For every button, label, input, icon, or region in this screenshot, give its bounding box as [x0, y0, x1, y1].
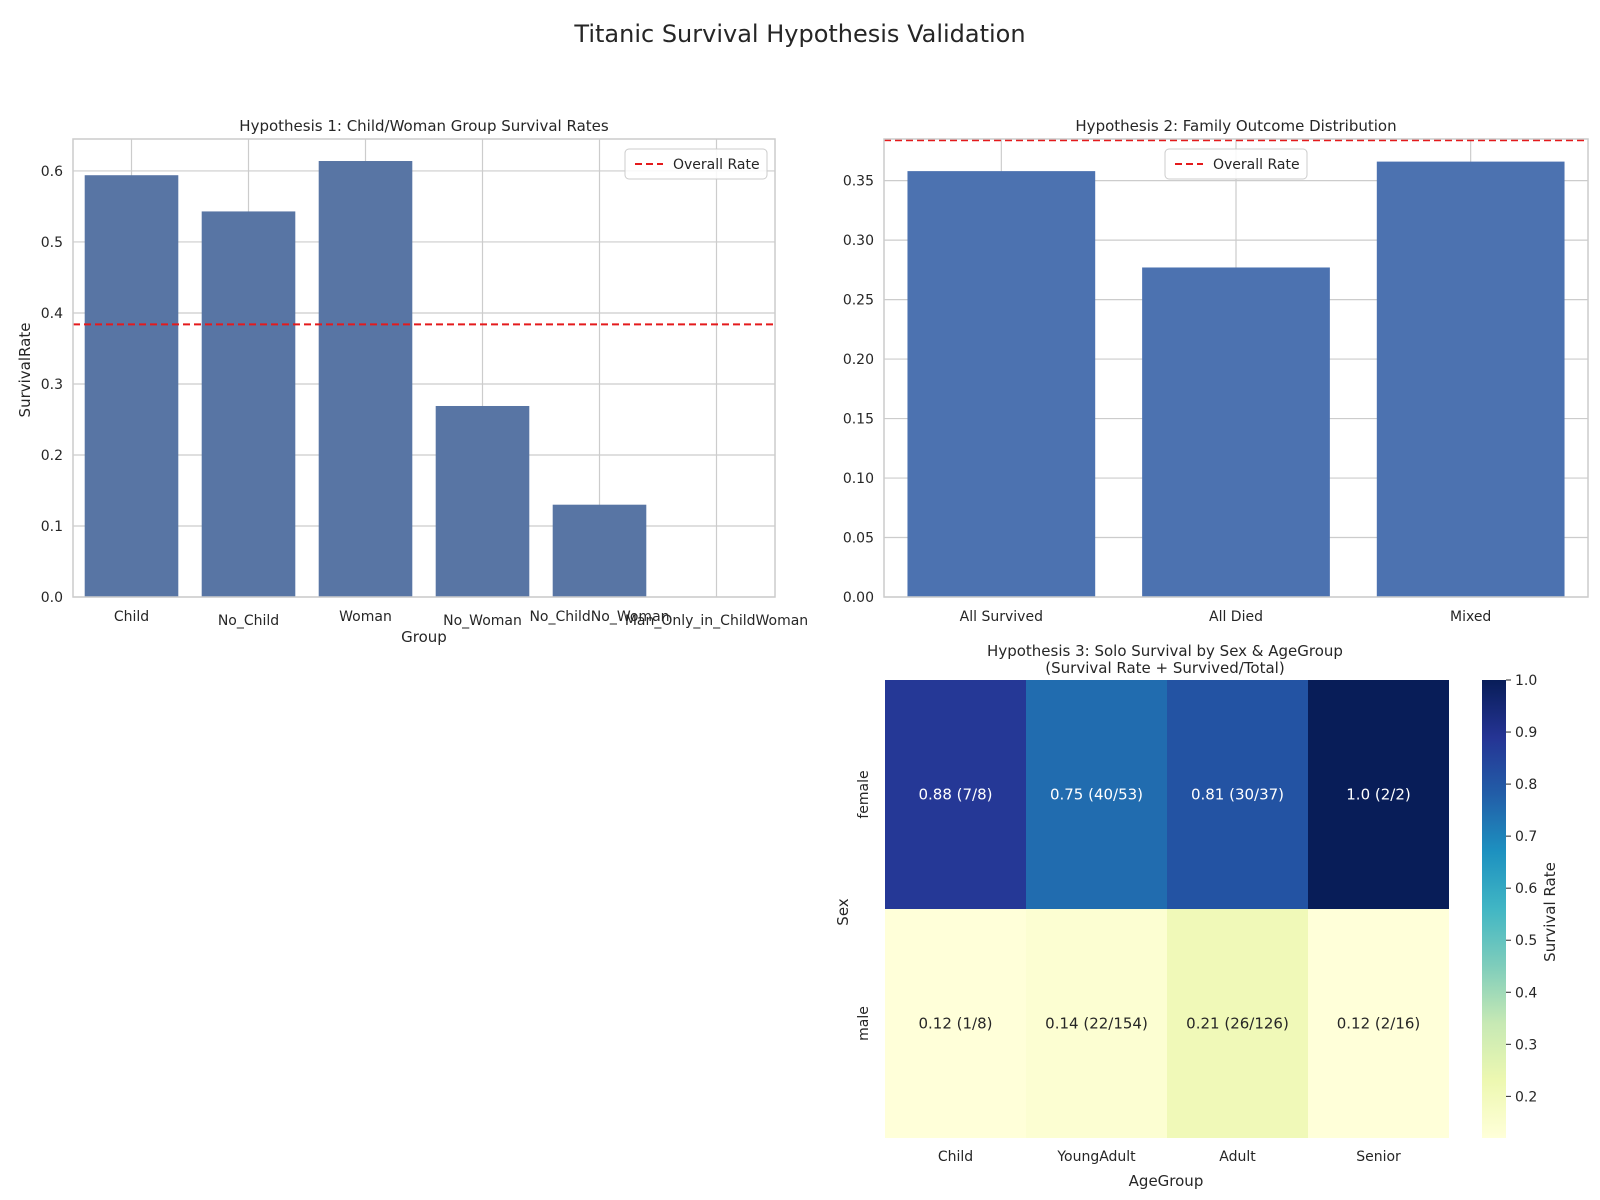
- heatmap-cell: [1026, 909, 1167, 1138]
- h1-xtick-label: No_Woman: [443, 613, 522, 629]
- h1-legend-label: Overall Rate: [673, 157, 760, 173]
- h3-xtick-label: Child: [938, 1149, 973, 1165]
- colorbar-tick-label: 0.5: [1515, 933, 1537, 949]
- colorbar-tick-label: 0.9: [1515, 725, 1537, 741]
- h2-ytick-label: 0.05: [843, 531, 874, 547]
- h3-ytick-label: male: [856, 1006, 872, 1041]
- h2-title: Hypothesis 2: Family Outcome Distributio…: [1075, 117, 1396, 135]
- heatmap-cell-label: 0.81 (30/37): [1191, 786, 1284, 804]
- h2-bar: [1142, 267, 1330, 597]
- h1-xtick-label: Man_Only_in_ChildWoman: [625, 613, 808, 629]
- h1-ytick-label: 0.4: [41, 306, 63, 322]
- panel-hypothesis-1: Hypothesis 1: Child/Woman Group Survival…: [16, 117, 808, 646]
- h1-bar: [84, 175, 179, 597]
- figure-title: Titanic Survival Hypothesis Validation: [573, 20, 1025, 48]
- h1-ytick-label: 0.0: [41, 590, 63, 606]
- h1-axes-frame: [72, 138, 776, 598]
- h1-bar: [552, 504, 647, 597]
- h1-ytick-label: 0.6: [41, 164, 63, 180]
- h2-ytick-label: 0.20: [843, 352, 874, 368]
- h1-legend-box: [624, 148, 768, 180]
- h3-xtick-label: Adult: [1219, 1149, 1256, 1165]
- h1-bar: [201, 211, 296, 597]
- h1-ytick-label: 0.1: [41, 519, 63, 535]
- h2-ytick-label: 0.00: [843, 590, 874, 606]
- h3-subtitle: (Survival Rate + Survived/Total): [1045, 659, 1284, 677]
- heatmap-cell-label: 0.14 (22/154): [1045, 1015, 1148, 1033]
- h3-xlabel: AgeGroup: [1129, 1172, 1204, 1190]
- h2-axes-frame: [883, 138, 1589, 598]
- h1-xtick-label: Child: [114, 609, 149, 625]
- heatmap-cell: [1308, 909, 1449, 1138]
- h1-xlabel: Group: [401, 628, 447, 646]
- colorbar-tick-label: 0.4: [1515, 985, 1537, 1001]
- h2-xtick-label: Mixed: [1450, 609, 1491, 625]
- h1-ylabel: SurvivalRate: [16, 323, 34, 418]
- h3-xtick-label: YoungAdult: [1056, 1149, 1136, 1165]
- heatmap-cell-label: 0.88 (7/8): [918, 786, 992, 804]
- h2-ytick-label: 0.25: [843, 293, 874, 309]
- h2-ytick-label: 0.15: [843, 412, 874, 428]
- heatmap-cell-label: 0.75 (40/53): [1050, 786, 1143, 804]
- heatmap-cell-label: 0.21 (26/126): [1186, 1015, 1289, 1033]
- colorbar-tick-label: 0.2: [1515, 1089, 1537, 1105]
- h2-legend-label: Overall Rate: [1213, 157, 1300, 173]
- h3-xtick-label: Senior: [1356, 1149, 1401, 1165]
- colorbar-tick-label: 1.0: [1515, 673, 1537, 689]
- h2-bar: [907, 171, 1096, 597]
- heatmap-cell: [1308, 680, 1449, 909]
- colorbar-label: Survival Rate: [1541, 862, 1559, 962]
- h1-ytick-label: 0.3: [41, 377, 63, 393]
- colorbar: [1482, 680, 1506, 1138]
- h2-ytick-label: 0.35: [843, 174, 874, 190]
- heatmap-cell: [1167, 909, 1308, 1138]
- heatmap-cell: [1026, 680, 1167, 909]
- h2-legend-box: [1164, 148, 1308, 180]
- colorbar-tick-label: 0.8: [1515, 777, 1537, 793]
- h2-bar: [1376, 161, 1565, 597]
- h1-bar: [435, 405, 530, 597]
- heatmap-cell: [885, 680, 1026, 909]
- h3-ylabel: Sex: [834, 898, 852, 925]
- heatmap-cell: [885, 909, 1026, 1138]
- h1-bar: [318, 161, 413, 598]
- h1-xtick-label: No_Child: [218, 613, 279, 629]
- heatmap-cell-label: 1.0 (2/2): [1346, 786, 1410, 804]
- heatmap-cell-label: 0.12 (2/16): [1337, 1015, 1421, 1033]
- h2-xtick-label: All Survived: [960, 609, 1043, 625]
- heatmap-cell-label: 0.12 (1/8): [918, 1015, 992, 1033]
- h1-xtick-label: No_ChildNo_Woman: [529, 609, 669, 625]
- panel-hypothesis-2: Hypothesis 2: Family Outcome Distributio…: [843, 117, 1589, 625]
- h1-ytick-label: 0.2: [41, 448, 63, 464]
- h2-xtick-label: All Died: [1209, 609, 1263, 625]
- h3-ytick-label: female: [856, 770, 872, 818]
- colorbar-tick-label: 0.6: [1515, 881, 1537, 897]
- panel-hypothesis-3: Hypothesis 3: Solo Survival by Sex & Age…: [834, 642, 1559, 1190]
- h2-ytick-label: 0.10: [843, 471, 874, 487]
- h1-ytick-label: 0.5: [41, 235, 63, 251]
- colorbar-tick-label: 0.3: [1515, 1037, 1537, 1053]
- heatmap-cell: [1167, 680, 1308, 909]
- colorbar-tick-label: 0.7: [1515, 829, 1537, 845]
- h1-xtick-label: Woman: [339, 609, 392, 625]
- h2-ytick-label: 0.30: [843, 233, 874, 249]
- h1-title: Hypothesis 1: Child/Woman Group Survival…: [239, 117, 609, 135]
- h3-title: Hypothesis 3: Solo Survival by Sex & Age…: [987, 642, 1343, 660]
